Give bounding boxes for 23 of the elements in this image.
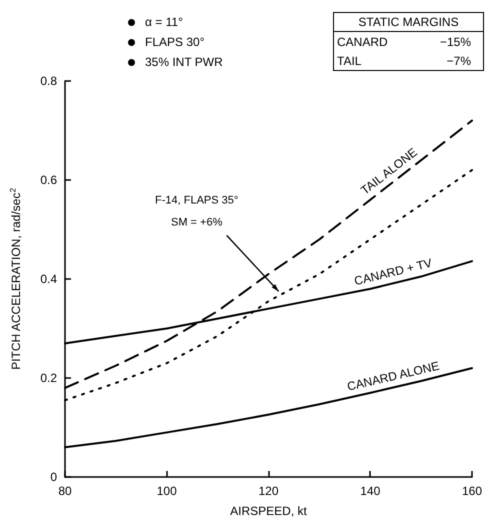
text: −15% xyxy=(440,35,471,49)
text: STATIC MARGINS xyxy=(334,13,483,32)
y-tick-label: 0.4 xyxy=(40,272,58,286)
y-tick-label: 0.8 xyxy=(40,74,58,88)
text: FLAPS 30° xyxy=(144,34,206,51)
text: 35% INT PWR xyxy=(144,54,223,71)
x-tick-label: 160 xyxy=(462,484,482,498)
text: CANARD xyxy=(337,35,388,49)
y-tick-label: 0.2 xyxy=(40,371,58,385)
y-axis-title: PITCH ACCELERATION, rad/sec2 xyxy=(8,187,23,370)
x-tick-label: 140 xyxy=(360,484,381,498)
text: α = 11° xyxy=(144,14,184,31)
text: CANARD + TV xyxy=(352,256,434,288)
x-tick-label: 120 xyxy=(258,484,279,498)
y-tick-label: 0.6 xyxy=(40,173,58,187)
x-tick-label: 100 xyxy=(156,484,178,498)
text: CANARD ALONE xyxy=(346,358,441,394)
text: TAIL xyxy=(337,54,362,68)
y-tick-label: 0 xyxy=(50,470,58,484)
x-axis-title: AIRSPEED, kt xyxy=(230,504,308,518)
x-tick-label: 80 xyxy=(58,484,72,498)
annotation: F-14, FLAPS 35° SM = +6% xyxy=(155,194,238,228)
text: −7% xyxy=(446,54,471,68)
